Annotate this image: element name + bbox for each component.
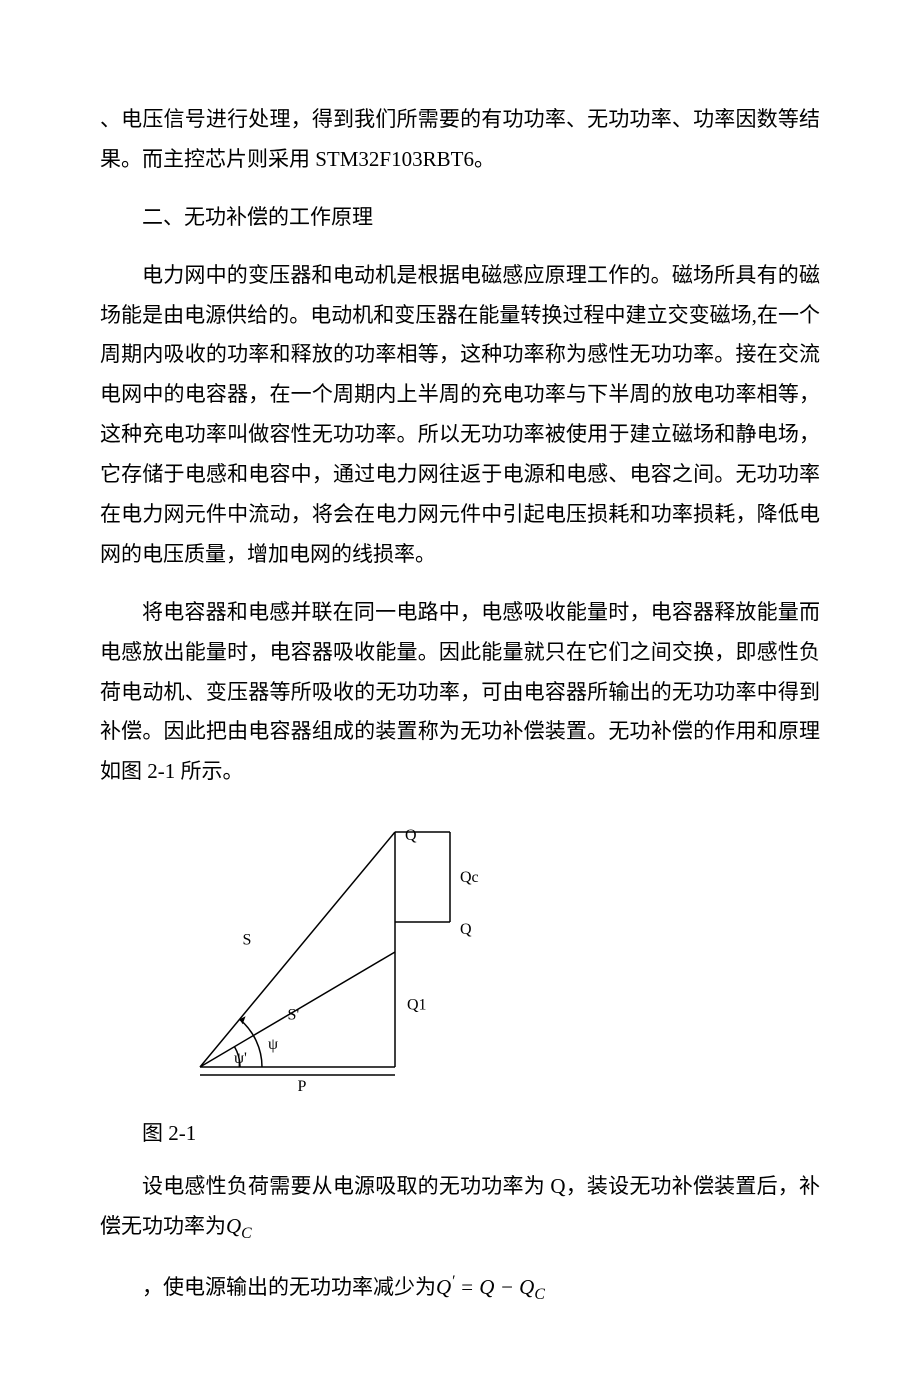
svg-text:Q: Q <box>460 921 472 938</box>
p6-text: ，使电源输出的无功功率减少为 <box>142 1275 436 1299</box>
formula-qprime: Q′ = Q − QC <box>436 1275 545 1299</box>
svg-text:ψ': ψ' <box>234 1050 247 1067</box>
paragraph-6: ，使电源输出的无功功率减少为Q′ = Q − QC <box>100 1267 820 1310</box>
svg-text:Qc: Qc <box>460 869 479 886</box>
paragraph-1: 、电压信号进行处理，得到我们所需要的有功功率、无功功率、功率因数等结果。而主控芯… <box>100 100 820 180</box>
svg-text:S: S <box>243 932 252 949</box>
p5-text: 设电感性负荷需要从电源吸取的无功功率为 Q，装设无功补偿装置后，补偿无功功率为 <box>100 1174 820 1238</box>
svg-text:Q1: Q1 <box>407 997 427 1014</box>
svg-text:S': S' <box>288 1007 300 1024</box>
section-heading: 二、无功补偿的工作原理 <box>100 198 820 238</box>
paragraph-4: 将电容器和电感并联在同一电路中，电感吸收能量时，电容器释放能量而电感放出能量时，… <box>100 593 820 792</box>
power-triangle-diagram: Q Qc Q Q1 S S' ψ ψ' P <box>180 812 820 1097</box>
paragraph-5: 设电感性负荷需要从电源吸取的无功功率为 Q，装设无功补偿装置后，补偿无功功率为Q… <box>100 1167 820 1249</box>
svg-text:P: P <box>298 1078 307 1092</box>
svg-text:Q: Q <box>405 827 417 844</box>
formula-qc: QC <box>226 1214 252 1238</box>
paragraph-3: 电力网中的变压器和电动机是根据电磁感应原理工作的。磁场所具有的磁场能是由电源供给… <box>100 256 820 575</box>
svg-text:ψ: ψ <box>268 1036 278 1053</box>
figure-caption: 图 2-1 <box>100 1117 820 1147</box>
